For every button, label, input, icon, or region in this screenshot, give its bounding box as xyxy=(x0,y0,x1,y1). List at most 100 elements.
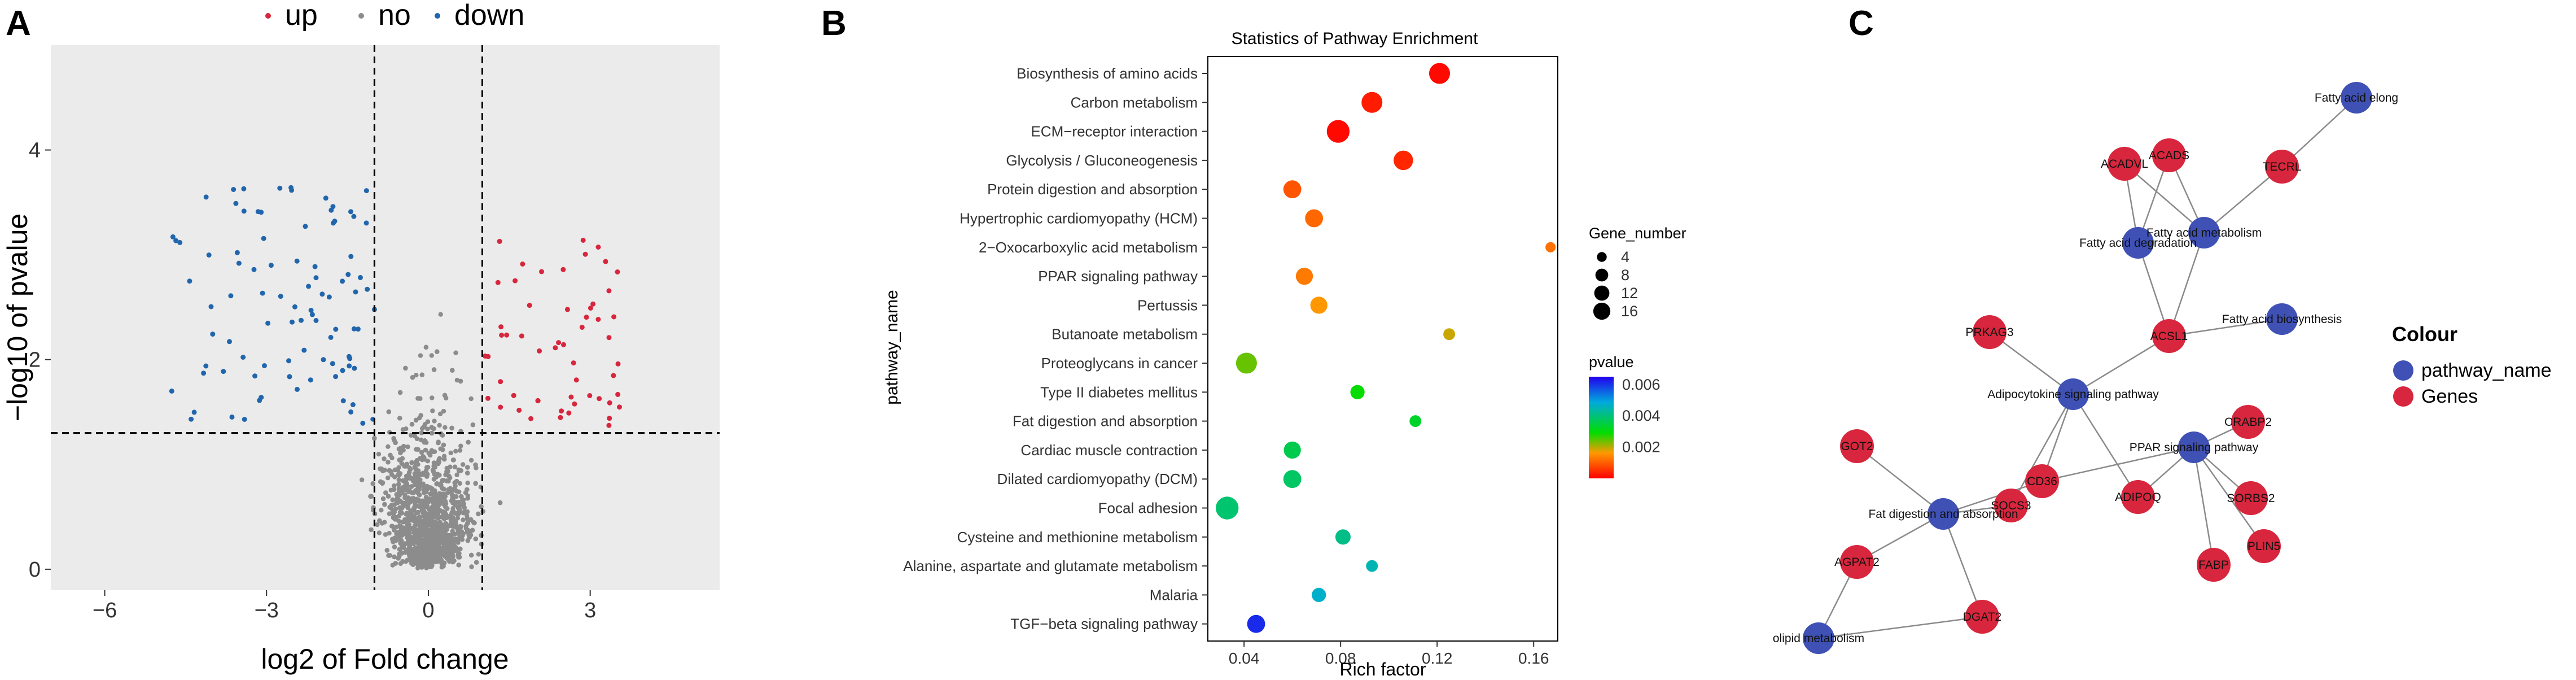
volcano-point-no xyxy=(420,426,425,431)
volcano-point-up xyxy=(615,391,621,397)
volcano-legend-label-up: up xyxy=(285,0,318,32)
volcano-point-no xyxy=(453,350,458,355)
volcano-point-down xyxy=(333,374,339,380)
volcano-legend-swatch-up xyxy=(265,13,271,19)
volcano-point-no xyxy=(453,511,458,516)
volcano-point-no xyxy=(420,470,426,476)
volcano-point-up xyxy=(499,333,505,338)
pathway-node xyxy=(2266,303,2298,335)
enrichment-point xyxy=(1326,120,1350,143)
volcano-point-no xyxy=(383,532,388,537)
volcano-point-no xyxy=(450,553,456,559)
volcano-point-no xyxy=(379,508,384,513)
network-node-label: olipid metabolism xyxy=(1773,632,1864,645)
panel-label-c: C xyxy=(1848,4,1874,43)
volcano-point-no xyxy=(390,497,395,503)
volcano-point-no xyxy=(426,451,432,456)
volcano-point-down xyxy=(234,250,240,255)
volcano-axes: −6 −3 0 3 0 2 4 xyxy=(29,139,596,622)
enrichment-y-axis-title: pathway_name xyxy=(883,290,901,404)
volcano-point-no xyxy=(468,457,474,463)
volcano-point-down xyxy=(265,320,271,326)
volcano-point-no xyxy=(431,464,436,469)
volcano-point-no xyxy=(385,494,391,499)
pathway-label: Alanine, aspartate and glutamate metabol… xyxy=(903,557,1198,574)
volcano-point-no xyxy=(405,444,410,450)
volcano-point-no xyxy=(465,470,470,476)
volcano-point-no xyxy=(396,477,402,482)
volcano-point-down xyxy=(295,386,300,392)
volcano-point-no xyxy=(396,472,401,477)
volcano-point-no xyxy=(415,489,420,494)
network-edge xyxy=(1989,331,2074,395)
volcano-point-no xyxy=(419,565,424,570)
volcano-point-up xyxy=(497,238,502,244)
volcano-point-no xyxy=(461,462,466,467)
volcano-point-up xyxy=(537,348,542,354)
volcano-point-up xyxy=(611,373,616,378)
volcano-point-up xyxy=(571,360,576,366)
volcano-point-no xyxy=(404,461,409,467)
volcano-point-no xyxy=(431,528,436,533)
volcano-point-no xyxy=(435,349,440,354)
volcano-point-down xyxy=(233,200,239,206)
gene-node xyxy=(1840,545,1874,579)
volcano-point-no xyxy=(440,447,445,452)
volcano-point-no xyxy=(460,497,465,503)
volcano-point-no xyxy=(430,408,435,413)
volcano-point-up xyxy=(516,407,522,413)
volcano-legend-label-no: no xyxy=(378,0,411,32)
volcano-point-up xyxy=(568,394,574,400)
network-node-label: Fat digestion and absorption xyxy=(1868,508,2018,521)
volcano-point-no xyxy=(382,456,387,461)
volcano-point-no xyxy=(419,437,424,443)
network-edge xyxy=(1943,480,2043,515)
pathway-label: Malaria xyxy=(1150,586,1198,603)
enrichment-point xyxy=(1236,352,1257,374)
volcano-point-up xyxy=(561,342,566,347)
volcano-point-no xyxy=(453,448,458,454)
enrichment-point xyxy=(1429,63,1450,84)
volcano-point-no xyxy=(402,487,408,492)
volcano-point-up xyxy=(595,317,601,322)
volcano-point-no xyxy=(458,546,463,552)
enrichment-point xyxy=(1394,150,1413,171)
panel-label-b: B xyxy=(821,4,847,43)
volcano-point-up xyxy=(584,315,589,320)
volcano-point-down xyxy=(347,356,353,361)
gene-node xyxy=(2234,481,2268,515)
volcano-point-down xyxy=(348,254,354,259)
volcano-point-no xyxy=(453,518,458,524)
volcano-point-no xyxy=(444,521,449,526)
pathway-label: Biosynthesis of amino acids xyxy=(1017,65,1198,82)
volcano-point-no xyxy=(385,444,391,449)
volcano-point-no xyxy=(423,447,428,453)
volcano-point-no xyxy=(497,500,503,505)
volcano-point-no xyxy=(403,500,408,505)
gene-node xyxy=(2152,138,2186,172)
pathway-label: Fat digestion and absorption xyxy=(1013,413,1198,430)
pathway-label: Glycolysis / Gluconeogenesis xyxy=(1006,152,1198,169)
volcano-point-no xyxy=(392,467,398,473)
network-node-label: AGPAT2 xyxy=(1834,556,1880,569)
volcano-point-down xyxy=(313,275,319,281)
volcano-point-down xyxy=(169,388,174,394)
pathway-label: Butanoate metabolism xyxy=(1052,326,1198,343)
gene-number-legend-label: 16 xyxy=(1621,303,1638,320)
enrichment-point xyxy=(1295,267,1313,285)
volcano-point-no xyxy=(431,469,436,474)
volcano-point-no xyxy=(456,563,461,568)
enrichment-point xyxy=(1361,91,1383,113)
volcano-point-up xyxy=(572,401,577,407)
volcano-point-down xyxy=(332,219,338,224)
volcano-point-no xyxy=(444,465,450,471)
volcano-point-no xyxy=(398,450,403,456)
volcano-point-no xyxy=(450,496,455,501)
volcano-point-no xyxy=(445,506,450,511)
volcano-point-down xyxy=(351,326,357,332)
gene-node xyxy=(2121,480,2155,514)
volcano-point-no xyxy=(429,353,434,358)
volcano-point-no xyxy=(405,557,410,563)
volcano-point-no xyxy=(461,517,466,522)
network-edge xyxy=(2010,394,2074,506)
